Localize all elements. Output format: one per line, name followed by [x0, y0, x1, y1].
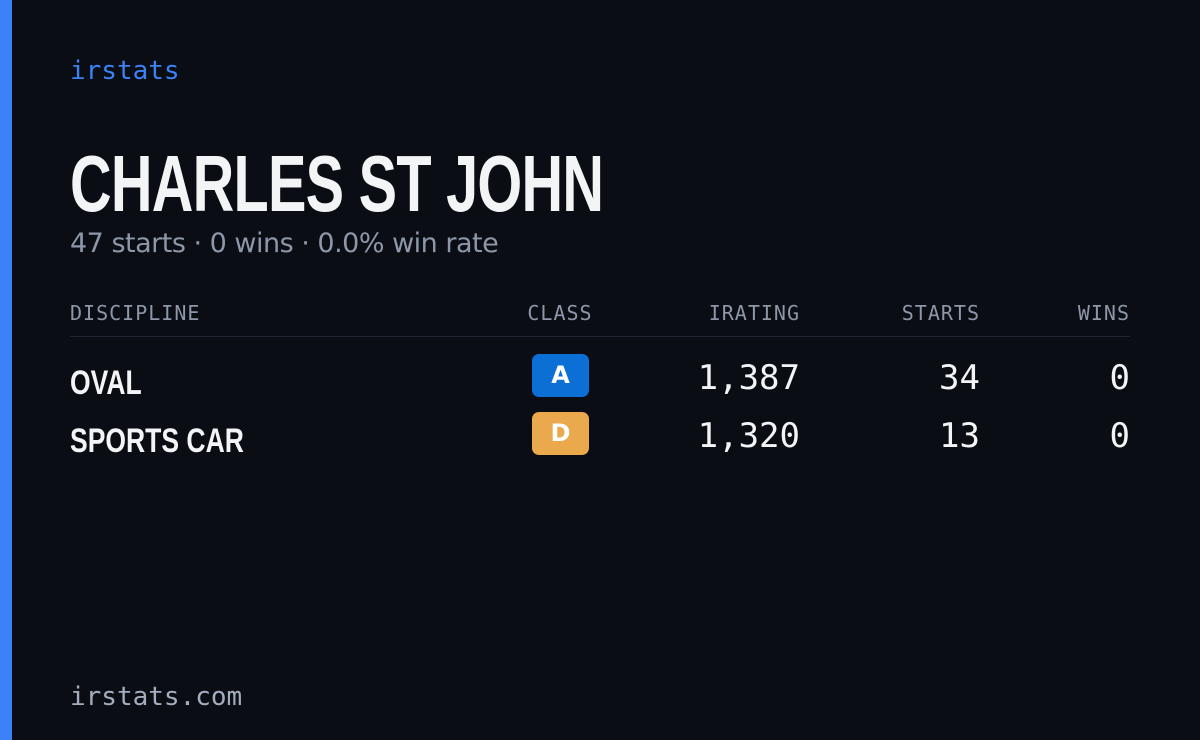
starts: 34 — [939, 358, 980, 398]
discipline-header: DISCIPLINE — [70, 301, 201, 325]
irating: 1,387 — [697, 358, 800, 398]
class-badge: D — [532, 412, 589, 455]
starts-header: STARTS — [901, 301, 980, 325]
brand: irstats — [70, 56, 180, 86]
player-name: CHARLES ST JOHN — [70, 139, 604, 228]
wins: 0 — [1109, 416, 1130, 456]
wins-header: WINS — [1077, 301, 1130, 325]
footer-link: irstats.com — [70, 682, 243, 712]
class-header: CLASS — [527, 301, 593, 325]
class-badge: A — [532, 354, 589, 397]
discipline: SPORTS CAR — [70, 422, 244, 460]
discipline: OVAL — [70, 364, 142, 402]
header-rule — [70, 336, 1130, 337]
accent-stripe — [0, 0, 12, 740]
starts: 13 — [939, 416, 980, 456]
wins: 0 — [1109, 358, 1130, 398]
summary: 47 starts · 0 wins · 0.0% win rate — [70, 228, 499, 259]
irating: 1,320 — [697, 416, 800, 456]
irating-header: IRATING — [708, 301, 800, 325]
